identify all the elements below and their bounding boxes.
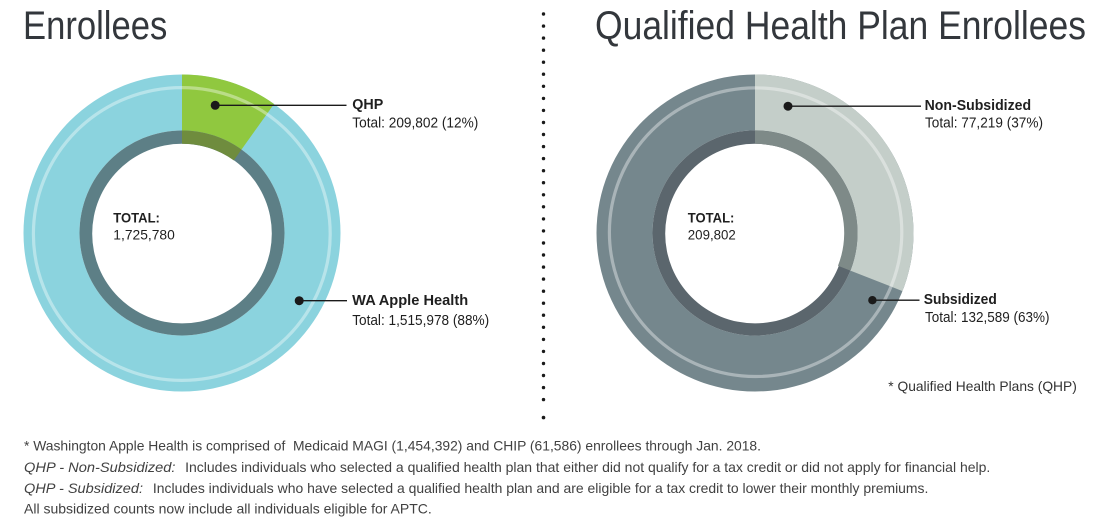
svg-text:QHP - Subsidized:: QHP - Subsidized: [24,480,143,496]
svg-text:Subsidized: Subsidized [924,292,997,308]
svg-text:QHP: QHP [352,97,383,113]
svg-text:* Qualified Health Plans (QHP): * Qualified Health Plans (QHP) [888,378,1077,394]
svg-text:Total: 1,515,978 (88%): Total: 1,515,978 (88%) [352,313,489,329]
svg-text:Total: 209,802 (12%): Total: 209,802 (12%) [352,116,478,132]
svg-text:TOTAL:: TOTAL: [113,211,160,226]
svg-text:* Washington Apple Health is c: * Washington Apple Health is comprised o… [24,438,761,454]
svg-text:TOTAL:: TOTAL: [688,211,735,226]
svg-text:Includes individuals who selec: Includes individuals who selected a qual… [185,459,990,475]
svg-text:WA Apple Health: WA Apple Health [352,293,468,309]
svg-text:All subsidized counts now incl: All subsidized counts now include all in… [24,501,432,517]
svg-text:QHP - Non-Subsidized:: QHP - Non-Subsidized: [24,459,176,475]
svg-text:209,802: 209,802 [688,228,736,243]
svg-text:1,725,780: 1,725,780 [113,228,175,243]
svg-text:Total: 77,219 (37%): Total: 77,219 (37%) [925,116,1043,132]
svg-text:Non-Subsidized: Non-Subsidized [925,98,1032,114]
svg-text:Includes individuals who have: Includes individuals who have selected a… [153,480,929,496]
svg-text:Enrollees: Enrollees [23,4,167,48]
svg-text:Qualified Health Plan Enrollee: Qualified Health Plan Enrollees [595,4,1086,48]
svg-text:Total: 132,589 (63%): Total: 132,589 (63%) [925,310,1050,326]
